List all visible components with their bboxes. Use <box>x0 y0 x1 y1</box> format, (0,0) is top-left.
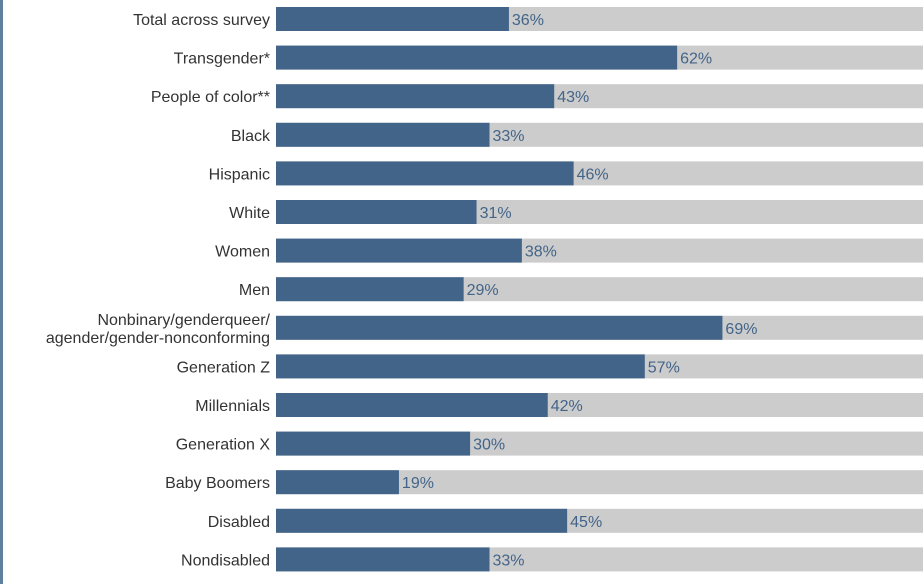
bar <box>276 547 490 572</box>
category-label: Black <box>231 128 271 145</box>
bar <box>276 470 399 495</box>
bar <box>276 277 464 302</box>
bar <box>276 84 555 109</box>
category-label: Women <box>215 244 270 261</box>
data-label: 38% <box>525 244 557 261</box>
category-label: White <box>229 205 270 222</box>
data-label: 42% <box>551 398 583 415</box>
category-label: Nondisabled <box>181 552 270 569</box>
data-label: 46% <box>577 166 609 183</box>
category-label: Generation X <box>176 437 271 454</box>
bar <box>276 315 723 340</box>
category-label: Baby Boomers <box>165 475 270 492</box>
data-label: 69% <box>725 321 757 338</box>
bar <box>276 238 522 263</box>
data-label: 43% <box>557 89 589 106</box>
category-label: People of color** <box>151 89 270 106</box>
category-label: Transgender* <box>174 51 270 68</box>
data-label: 33% <box>493 128 525 145</box>
data-label: 30% <box>473 437 505 454</box>
bar <box>276 393 548 417</box>
data-label: 57% <box>648 359 680 376</box>
data-label: 19% <box>402 475 434 492</box>
category-label: Nonbinary/genderqueer/agender/gender-non… <box>46 312 271 347</box>
bar <box>276 508 568 533</box>
category-label: Disabled <box>208 514 270 531</box>
bar <box>276 122 490 147</box>
data-label: 29% <box>467 282 499 299</box>
bar <box>276 161 574 186</box>
category-label: Generation Z <box>177 359 271 376</box>
data-label: 45% <box>570 514 602 531</box>
data-label: 36% <box>512 12 544 29</box>
bar <box>276 200 477 224</box>
bar <box>276 45 678 70</box>
bar <box>276 431 471 456</box>
bar <box>276 354 645 379</box>
category-label: Total across survey <box>133 12 270 29</box>
bar <box>276 7 509 31</box>
category-label: Millennials <box>195 398 270 415</box>
category-label: Hispanic <box>209 166 270 183</box>
category-label: Men <box>239 282 270 299</box>
data-label: 62% <box>680 51 712 68</box>
data-label: 33% <box>493 552 525 569</box>
left-frame-line <box>0 0 3 584</box>
data-label: 31% <box>480 205 512 222</box>
